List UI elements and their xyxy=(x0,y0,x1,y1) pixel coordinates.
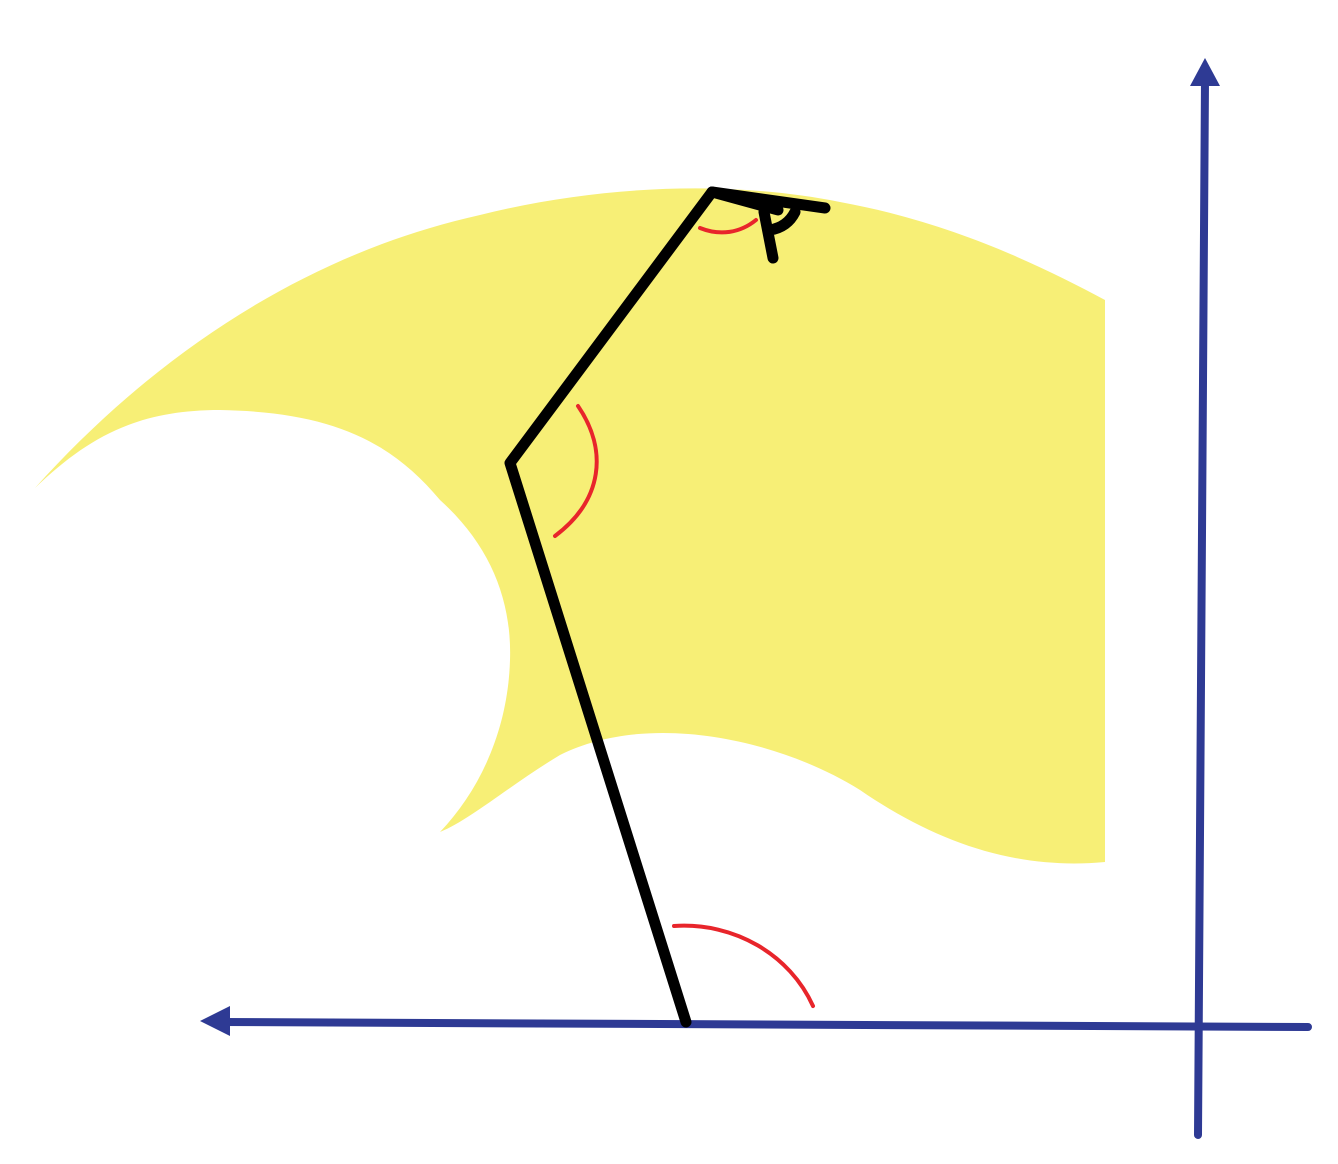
wrist-joint-angle-arc xyxy=(698,218,758,235)
workspace-region xyxy=(35,188,1105,864)
base-joint-angle-arc xyxy=(672,923,815,1008)
elbow-joint-angle-arc xyxy=(553,404,599,538)
horizontal-axis xyxy=(218,1018,1312,1031)
gripper-icon xyxy=(706,186,831,264)
vertical-axis xyxy=(1194,76,1209,1139)
horizontal-axis-arrowhead xyxy=(200,1006,230,1036)
vertical-axis-arrowhead xyxy=(1190,58,1220,86)
